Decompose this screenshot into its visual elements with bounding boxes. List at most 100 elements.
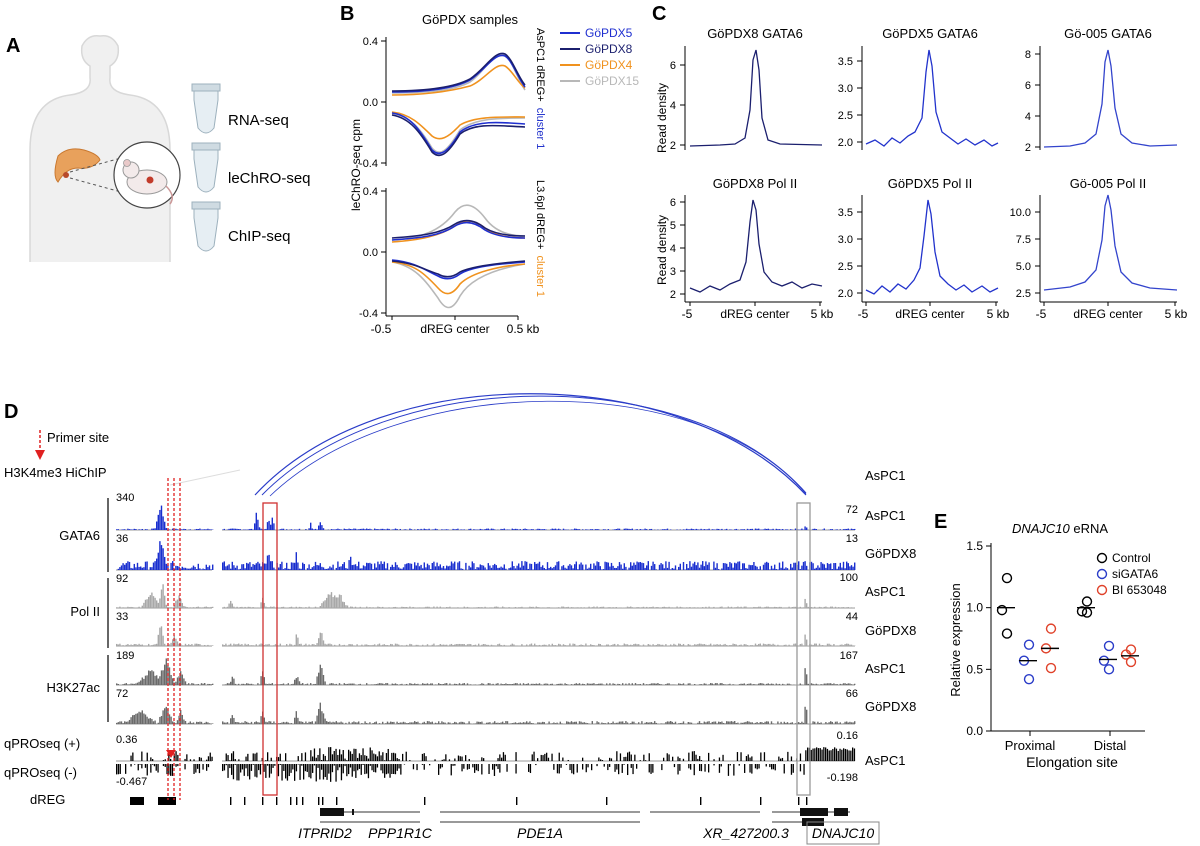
panel-e: E DNAJC10 eRNA Relative expression 0.00.… [934,511,1167,770]
y-tick-label: 5.0 [1016,261,1031,273]
legend-marker [1096,584,1108,596]
data-point [996,604,1008,616]
panel-c-ylabel-top: Read density [655,83,669,153]
scale-label: 340 [116,492,134,504]
data-point [1125,644,1137,655]
scale-label: 0.16 [837,730,858,742]
scale-label: 72 [846,504,858,516]
panel-b-ylabel: leChRO-seq cpm [349,119,363,211]
highlight-box-promoter [796,502,811,796]
legend-item: siGATA6 [1112,567,1159,581]
panel-b-top-cluster-label: cluster 1 [534,108,546,150]
sample-label: GöPDX8 [865,699,916,714]
data-point [1076,606,1088,617]
panel-a-label: A [6,35,20,57]
hichip-arc [169,469,241,486]
panel-b-top-plot: 0.4 0.0 -0.4 AsPC1 dREG+ cluster 1 [359,28,546,170]
x-tick-label: -5 [858,307,869,321]
scale-label: -0.198 [827,772,858,784]
qproseq-minus-track [116,764,805,782]
panel-b-label: B [340,3,354,25]
sample-label: AsPC1 [865,584,905,599]
mouse-circle-illustration [113,141,181,209]
gene-label: ITPRID2 [298,825,352,841]
assay-label-chip-seq: ChIP-seq [228,228,291,245]
y-tick-label: 0.0 [363,97,378,109]
y-tick-label: -0.4 [359,308,378,320]
data-point [1001,628,1013,639]
panel-b-bottom-plot: 0.4 0.0 -0.4 L3.6pl dREG+ cluster 1 -0.5… [359,180,546,336]
y-tick-label: 3.5 [838,56,853,68]
sample-label: AsPC1 [865,468,905,483]
primer-site-label: Primer site [47,430,109,445]
y-tick-label: 2.5 [838,110,853,122]
data-point [1120,649,1132,660]
x-tick-label: 5 kb [987,307,1010,321]
y-tick-label: 1.5 [966,539,983,553]
data-point [1045,662,1057,674]
y-tick-label: 4 [670,243,676,255]
group-label-gata6: GATA6 [59,528,100,543]
x-tick-label: 5 kb [1165,307,1188,321]
y-tick-label: 10.0 [1010,207,1031,219]
panel-a: A [6,34,311,262]
plot-title: GöPDX8 Pol II [713,176,798,191]
panel-e-points [996,572,1139,685]
y-tick-label: 0.0 [363,247,378,259]
sample-label: GöPDX8 [865,546,916,561]
y-tick-label: -0.4 [359,158,378,170]
y-tick-label: 3.0 [838,234,853,246]
scale-label: 13 [846,533,858,545]
panel-c: C Read density Read density GöPDX8 GATA6… [652,3,1188,321]
y-tick-label: 6 [670,60,676,72]
panel-c-plot: Gö-005 GATA6 8 6 4 2 [1025,26,1178,154]
data-point [1045,623,1057,634]
signal-track [116,505,856,530]
data-point [1001,572,1013,584]
primer-arrow-icon [166,750,176,758]
sample-tubes [191,83,221,252]
signal-track [116,702,856,724]
sample-label: GöPDX8 [865,623,916,638]
x-tick-label: dREG center [895,307,964,321]
y-tick-label: 0.0 [966,724,983,738]
group-label-pol-ii: Pol II [70,604,100,619]
tube-icon [191,83,221,134]
scale-label: 92 [116,573,128,585]
legend-item: GöPDX8 [585,42,633,56]
x-tick-label: -0.5 [371,322,392,336]
y-tick-label: 5 [670,220,676,232]
hichip-arc [254,393,807,496]
group-label-h3k27ac: H3K27ac [47,680,101,695]
genome-tracks [116,505,856,805]
y-tick-label: 0.4 [363,36,378,48]
tube-icon [191,142,221,193]
data-point [1023,639,1035,650]
legend-item: GöPDX4 [585,58,633,72]
y-tick-label: 3.5 [838,207,853,219]
y-tick-label: 1.0 [966,601,983,615]
qproseq-plus-track [130,747,856,761]
signal-track [116,584,854,608]
plot-title: Gö-005 Pol II [1070,176,1147,191]
panel-b-legend: GöPDX5 GöPDX8 GöPDX4 GöPDX15 [560,26,639,88]
primer-site-lines [167,478,181,800]
panel-d: D Primer site H3K4me3 HiChIP GATA6 Pol I… [4,393,916,845]
gene-label: DNAJC10 [812,825,874,841]
panel-e-legend: Control siGATA6 BI 653048 [1096,551,1167,597]
panel-c-plot: Gö-005 Pol II 10.0 7.5 5.0 2.5 -5 dREG c… [1010,176,1188,321]
panel-c-label: C [652,3,666,25]
x-tick-label: dREG center [1073,307,1142,321]
y-tick-label: 8 [1025,49,1031,61]
y-tick-label: 3 [670,266,676,278]
y-tick-label: 2 [670,289,676,301]
legend-marker [1096,568,1108,580]
sample-label: AsPC1 [865,661,905,676]
y-tick-label: 4 [670,100,676,112]
panel-e-axis: 0.0 0.5 1.0 1.5 Proximal Distal [966,539,1126,753]
scale-label: 72 [116,688,128,700]
x-tick-label: dREG center [720,307,789,321]
x-tick-label: 5 kb [811,307,834,321]
x-tick-label: 0.5 kb [507,322,540,336]
legend-item: BI 653048 [1112,583,1167,597]
